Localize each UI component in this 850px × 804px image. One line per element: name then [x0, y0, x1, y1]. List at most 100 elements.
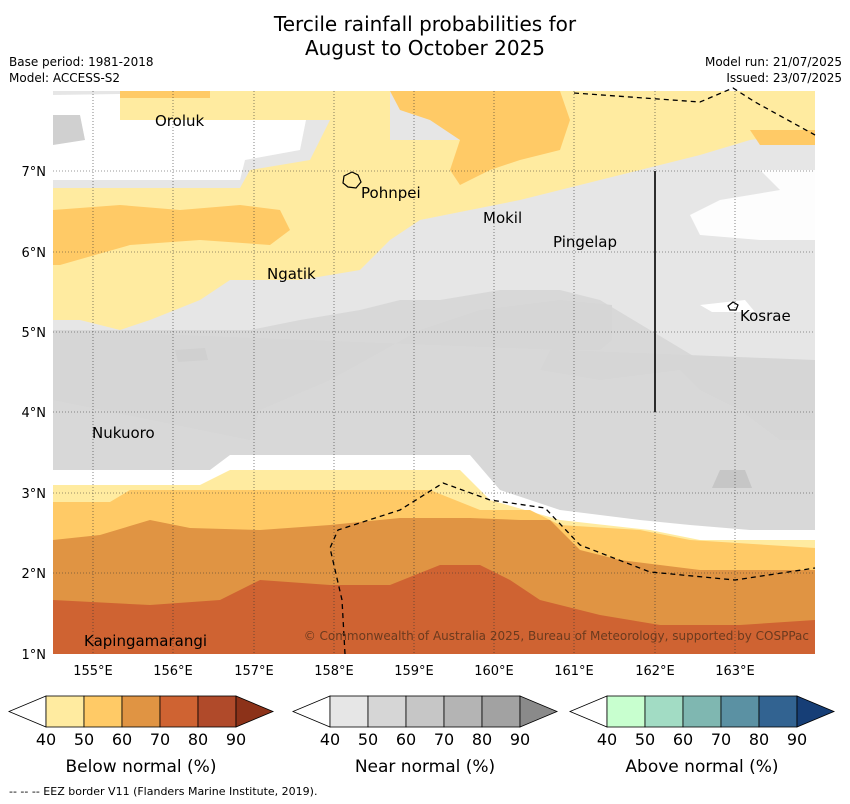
- place-pingelap: Pingelap: [553, 233, 617, 251]
- colorbar-title: Near normal (%): [355, 757, 495, 777]
- place-nukuoro: Nukuoro: [92, 424, 155, 442]
- near-normal-patch-east: [712, 470, 752, 488]
- lon-label: 155°E: [73, 664, 113, 679]
- below-normal-strip-top: [120, 91, 210, 98]
- colorbar-swatch: [329, 695, 369, 728]
- below-normal-50-60-north-east: [390, 91, 570, 185]
- colorbar-over-triangle: [235, 695, 275, 728]
- place-oroluk: Oroluk: [155, 112, 204, 130]
- near-normal-patch-mid: [175, 348, 208, 362]
- colorbar-tick-label: 60: [396, 730, 416, 749]
- lat-label: 3°N: [22, 487, 47, 502]
- lat-label: 7°N: [22, 165, 47, 180]
- kosrae-island: [727, 301, 739, 311]
- colorbar-under-triangle: [7, 695, 47, 728]
- lon-label: 160°E: [474, 664, 514, 679]
- colorbar-swatch: [481, 695, 521, 728]
- colorbar-over-triangle: [796, 695, 836, 728]
- base-period: Base period: 1981-2018: [9, 55, 154, 69]
- colorbar-swatch: [720, 695, 760, 728]
- colorbar-tick-label: 50: [635, 730, 655, 749]
- lon-label: 159°E: [394, 664, 434, 679]
- copyright-notice: © Commonwealth of Australia 2025, Bureau…: [304, 629, 809, 643]
- colorbar-swatch: [606, 695, 646, 728]
- colorbar-tick-label: 40: [320, 730, 340, 749]
- below-normal-70-80-south: [53, 565, 815, 654]
- lat-label: 4°N: [22, 406, 47, 421]
- title-line-2: August to October 2025: [304, 36, 546, 60]
- near-normal-patch-west: [53, 115, 85, 145]
- place-ngatik: Ngatik: [267, 265, 316, 283]
- meta-left: Base period: 1981-2018 Model: ACCESS-S2: [9, 54, 154, 86]
- colorbar-tick-label: 70: [711, 730, 731, 749]
- colorbar-tick-label: 90: [510, 730, 530, 749]
- colorbar-swatch: [83, 695, 123, 728]
- colorbar-tick-label: 40: [36, 730, 56, 749]
- near-normal-50-60: [53, 300, 815, 440]
- white-gap-east: [560, 170, 815, 240]
- lat-label: 2°N: [22, 567, 47, 582]
- colorbar-under-triangle: [568, 695, 608, 728]
- chart-title: Tercile rainfall probabilities for Augus…: [0, 12, 850, 60]
- colorbar-tick-label: 80: [472, 730, 492, 749]
- colorbar-swatch: [45, 695, 85, 728]
- colorbar-tick-label: 80: [749, 730, 769, 749]
- colorbar-tick-label: 90: [787, 730, 807, 749]
- lat-label: 6°N: [22, 246, 47, 261]
- lon-label: 161°E: [554, 664, 594, 679]
- place-kosrae: Kosrae: [740, 307, 791, 325]
- place-mokil: Mokil: [483, 209, 522, 227]
- place-kapingamarangi: Kapingamarangi: [84, 632, 207, 650]
- lon-label: 163°E: [715, 664, 755, 679]
- lat-label: 5°N: [22, 326, 47, 341]
- below-normal-40-50-north: [53, 91, 815, 330]
- below-normal-50-60-north-west: [53, 205, 290, 265]
- lat-label: 1°N: [22, 648, 47, 663]
- model-name: Model: ACCESS-S2: [9, 71, 121, 85]
- colorbar-tick-label: 60: [673, 730, 693, 749]
- model-run: Model run: 21/07/2025: [704, 55, 842, 69]
- place-labels: Oroluk Pohnpei Mokil Pingelap Ngatik Kos…: [84, 112, 791, 650]
- issued-date: Issued: 23/07/2025: [726, 71, 842, 85]
- colorbar-swatch: [758, 695, 798, 728]
- colorbar-tick-label: 70: [434, 730, 454, 749]
- lon-label: 156°E: [153, 664, 193, 679]
- colorbar-swatch: [159, 695, 199, 728]
- lon-label: 157°E: [234, 664, 274, 679]
- colorbar-tick-label: 50: [74, 730, 94, 749]
- colorbar-under-triangle: [291, 695, 331, 728]
- colorbar-title: Above normal (%): [625, 757, 778, 777]
- colorbar-title: Below normal (%): [66, 757, 217, 777]
- below-normal-50-60-north-corner: [750, 130, 815, 145]
- lon-label: 158°E: [314, 664, 354, 679]
- colorbar-1: 40 50 60 70 80 90 Below normal (%): [7, 695, 275, 777]
- meta-right: Model run: 21/07/2025 Issued: 23/07/2025: [705, 54, 842, 86]
- colorbar-2: 40 50 60 70 80 90 Near normal (%): [291, 695, 559, 777]
- colorbar-swatch: [197, 695, 237, 728]
- colorbar-swatch: [682, 695, 722, 728]
- place-pohnpei: Pohnpei: [361, 184, 421, 202]
- colorbar-tick-label: 70: [150, 730, 170, 749]
- colorbar-over-triangle: [519, 695, 559, 728]
- colorbar-swatch: [443, 695, 483, 728]
- colorbar-tick-label: 90: [226, 730, 246, 749]
- probability-field: [53, 91, 815, 654]
- eez-footnote: -- -- -- EEZ border V11 (Flanders Marine…: [9, 785, 318, 798]
- colorbar-swatch: [121, 695, 161, 728]
- longitude-labels: 155°E 156°E 157°E 158°E 159°E 160°E 161°…: [73, 664, 755, 679]
- colorbar-swatch: [367, 695, 407, 728]
- colorbar-swatch: [405, 695, 445, 728]
- colorbar-tick-label: 50: [358, 730, 378, 749]
- title-line-1: Tercile rainfall probabilities for: [273, 12, 577, 36]
- colorbar-3: 40 50 60 70 80 90 Above normal (%): [568, 695, 836, 777]
- island-outlines: [342, 171, 739, 311]
- lon-label: 162°E: [635, 664, 675, 679]
- colorbar-tick-label: 60: [112, 730, 132, 749]
- eez-border: [329, 87, 816, 655]
- colorbar-tick-label: 80: [188, 730, 208, 749]
- pohnpei-island: [342, 171, 362, 189]
- latitude-labels: 7°N 6°N 5°N 4°N 3°N 2°N 1°N: [22, 165, 47, 663]
- colorbar-legends: 40 50 60 70 80 90 Below normal (%) 40 50 60 70 80 90…: [7, 695, 836, 777]
- colorbar-swatch: [644, 695, 684, 728]
